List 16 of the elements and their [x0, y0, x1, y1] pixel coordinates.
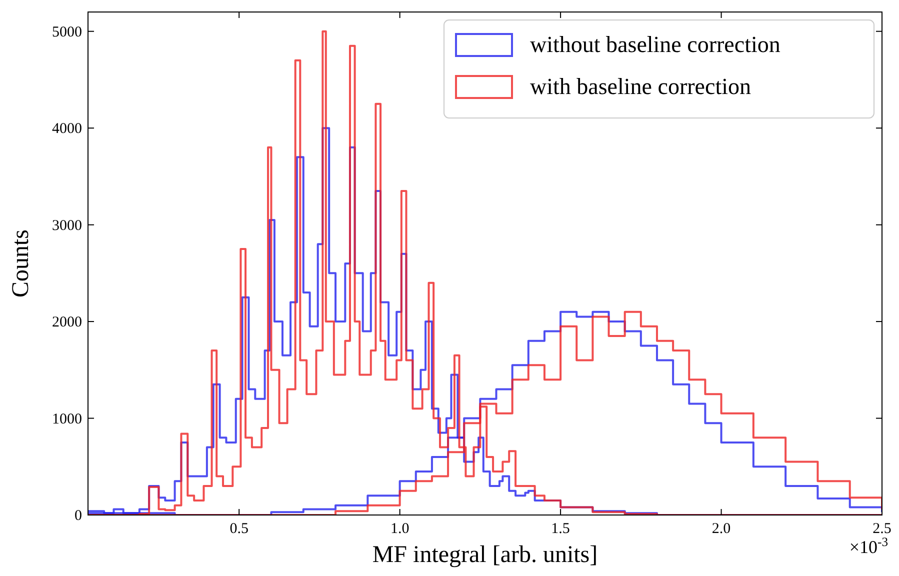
x-tick-label: 2.0 [712, 521, 731, 537]
y-tick-label: 1000 [52, 411, 82, 428]
x-axis-title: MF integral [arb. units] [372, 542, 598, 568]
y-tick-label: 2000 [52, 314, 82, 331]
x-tick-label: 1.0 [390, 521, 410, 537]
x-tick-label: 2.5 [872, 521, 892, 537]
legend-label: with baseline correction [530, 74, 752, 99]
text: ×10$^{-3}$ [849, 535, 888, 557]
y-tick-label: 3000 [52, 218, 82, 234]
x-tick-label: 0.5 [230, 521, 248, 537]
x-tick-label: 1.5 [551, 521, 570, 537]
y-tick-label: 4000 [52, 121, 82, 138]
y-axis-title: Counts [8, 229, 34, 298]
y-tick-label: 0 [74, 508, 82, 524]
y-tick-label: 5000 [52, 24, 82, 40]
legend-label: without baseline correction [530, 32, 781, 57]
